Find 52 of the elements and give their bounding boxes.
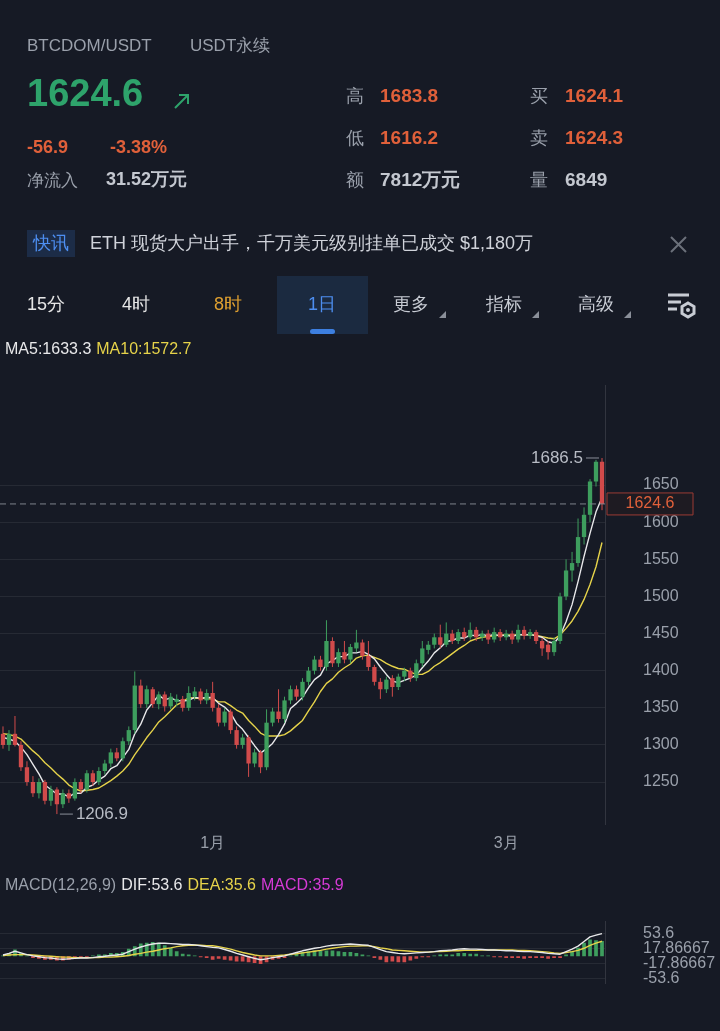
text: 6849 xyxy=(565,169,608,191)
y-tick-label: 1650 xyxy=(643,475,679,493)
text: MA5:1633.3 xyxy=(5,340,92,357)
text: 量 xyxy=(530,170,548,191)
text: 7812万元 xyxy=(380,169,461,191)
text: BTCDOM/USDT xyxy=(27,36,152,56)
text: DIF:53.6 xyxy=(121,876,183,893)
text: 高 xyxy=(346,86,364,107)
text: 买 xyxy=(530,86,548,107)
text: 1616.2 xyxy=(380,127,439,149)
text: 指标 xyxy=(486,294,522,315)
x-tick-label: 3月 xyxy=(493,834,519,852)
text: 8时 xyxy=(214,294,243,315)
y-tick-label: 1550 xyxy=(643,549,679,567)
text: 15分 xyxy=(27,294,66,315)
text: 低 xyxy=(346,128,364,149)
y-tick-label: 1450 xyxy=(643,623,679,641)
text: 额 xyxy=(346,170,364,191)
text: -56.9 xyxy=(27,137,69,158)
text: MA10:1572.7 xyxy=(96,340,192,357)
annotation: 1206.9 xyxy=(75,803,128,823)
y-tick-label: 17.86667 xyxy=(643,939,710,957)
ref-line-label: 1624.6 xyxy=(625,494,675,512)
text: 1624.3 xyxy=(565,127,624,149)
y-tick-label: 1350 xyxy=(643,698,679,716)
text: MACD:35.9 xyxy=(261,876,344,893)
text: 4时 xyxy=(122,294,151,315)
x-tick-label: 1月 xyxy=(200,834,226,852)
text: ETH 现货大户出手，千万美元级别挂单已成交 $1,180万 xyxy=(90,233,534,254)
text: -3.38% xyxy=(110,137,168,158)
y-tick-label: 53.6 xyxy=(643,924,675,942)
text: 31.52万元 xyxy=(106,169,188,190)
text: 1624.1 xyxy=(565,85,624,107)
y-tick-label: 1600 xyxy=(643,512,679,530)
text: 1日 xyxy=(308,294,337,315)
annotation: 1686.5 xyxy=(531,447,583,467)
text: 1683.8 xyxy=(380,85,439,107)
text: 高级 xyxy=(578,294,614,315)
text: 更多 xyxy=(393,294,429,315)
chart-title: MACD(12,26,9) xyxy=(5,876,117,893)
text: 净流入 xyxy=(27,171,78,191)
y-tick-label: -53.6 xyxy=(643,969,680,987)
y-tick-label: -17.86667 xyxy=(643,954,716,972)
y-tick-label: 1250 xyxy=(643,772,679,790)
text: USDT永续 xyxy=(190,36,271,56)
text: 快讯 xyxy=(27,230,75,257)
text: 卖 xyxy=(530,128,548,149)
text: DEA:35.6 xyxy=(187,876,256,893)
y-tick-label: 1500 xyxy=(643,586,679,604)
y-tick-label: 1400 xyxy=(643,661,679,679)
text: 1624.6 xyxy=(27,72,144,116)
y-tick-label: 1300 xyxy=(643,735,679,753)
